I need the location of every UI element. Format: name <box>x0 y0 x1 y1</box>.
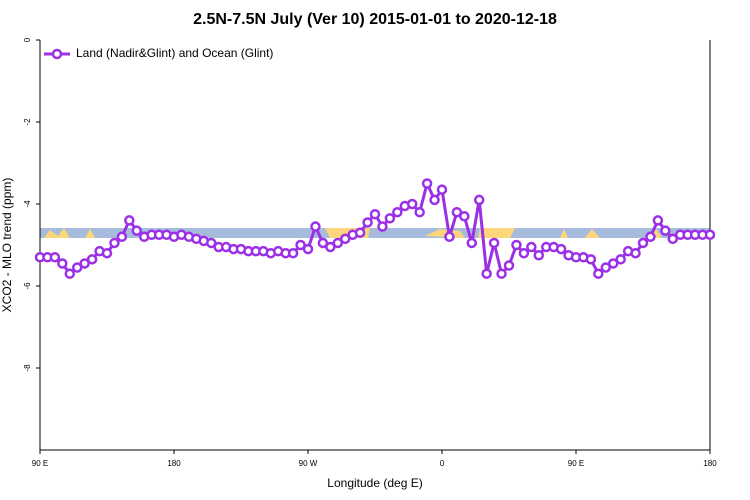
x-tick-label: 180 <box>703 459 717 468</box>
point <box>332 237 344 249</box>
point <box>451 206 463 218</box>
x-tick-label: 90 E <box>32 459 48 468</box>
point <box>444 231 455 243</box>
point <box>205 237 217 249</box>
point <box>295 239 306 251</box>
point <box>496 268 507 279</box>
point <box>287 247 299 259</box>
point <box>369 209 381 220</box>
point <box>384 213 396 224</box>
x-axis-label: Longitude (deg E) <box>327 476 422 490</box>
point <box>481 268 492 279</box>
point <box>652 215 664 226</box>
point <box>325 241 336 253</box>
point <box>429 194 440 206</box>
point <box>86 254 98 265</box>
point <box>49 252 61 263</box>
point <box>637 237 649 249</box>
point <box>79 258 90 269</box>
point <box>362 217 373 228</box>
point <box>392 206 403 218</box>
axis-frame <box>39 40 711 451</box>
point <box>101 247 113 259</box>
y-tick-label: -8 <box>23 364 32 372</box>
chart-title: 2.5N-7.5N July (Ver 10) 2015-01-01 to 20… <box>193 11 557 28</box>
x-tick-label: 0 <box>440 459 445 468</box>
point <box>600 262 612 273</box>
point <box>64 268 76 279</box>
point <box>459 211 470 222</box>
point <box>511 239 522 251</box>
point <box>630 247 641 259</box>
x-tick-label: 90 W <box>299 459 318 468</box>
point <box>354 227 366 238</box>
point <box>473 194 485 206</box>
ocean-band <box>40 228 710 238</box>
point <box>414 206 425 218</box>
point <box>503 260 515 271</box>
point <box>533 250 545 261</box>
point <box>660 225 671 236</box>
point <box>377 221 388 232</box>
point <box>488 237 500 249</box>
point <box>704 229 716 240</box>
point <box>593 268 604 279</box>
legend-marker <box>51 48 63 60</box>
point <box>526 241 537 253</box>
point <box>615 254 626 265</box>
point <box>436 184 448 195</box>
point <box>645 231 656 243</box>
point <box>406 198 418 210</box>
point <box>667 233 679 245</box>
y-axis-label: XCO2 - MLO trend (ppm) <box>0 178 14 313</box>
point <box>518 247 530 259</box>
y-tick-label: 0 <box>23 37 32 42</box>
point <box>57 258 68 269</box>
legend-label: Land (Nadir&Glint) and Ocean (Glint) <box>76 46 273 60</box>
point <box>466 237 478 249</box>
point <box>302 243 314 255</box>
point <box>124 215 135 226</box>
point <box>310 221 321 232</box>
x-tick-label: 90 E <box>568 459 584 468</box>
point <box>555 243 567 255</box>
y-tick-label: -2 <box>23 118 32 126</box>
point <box>585 254 597 265</box>
point <box>109 237 120 249</box>
point <box>607 258 619 269</box>
point <box>131 225 143 236</box>
point <box>71 262 83 273</box>
x-tick-label: 180 <box>167 459 181 468</box>
point <box>421 178 433 189</box>
point <box>339 233 351 245</box>
point <box>317 237 329 249</box>
y-tick-label: -6 <box>23 282 32 290</box>
y-tick-label: -4 <box>23 200 32 208</box>
point <box>116 231 128 243</box>
